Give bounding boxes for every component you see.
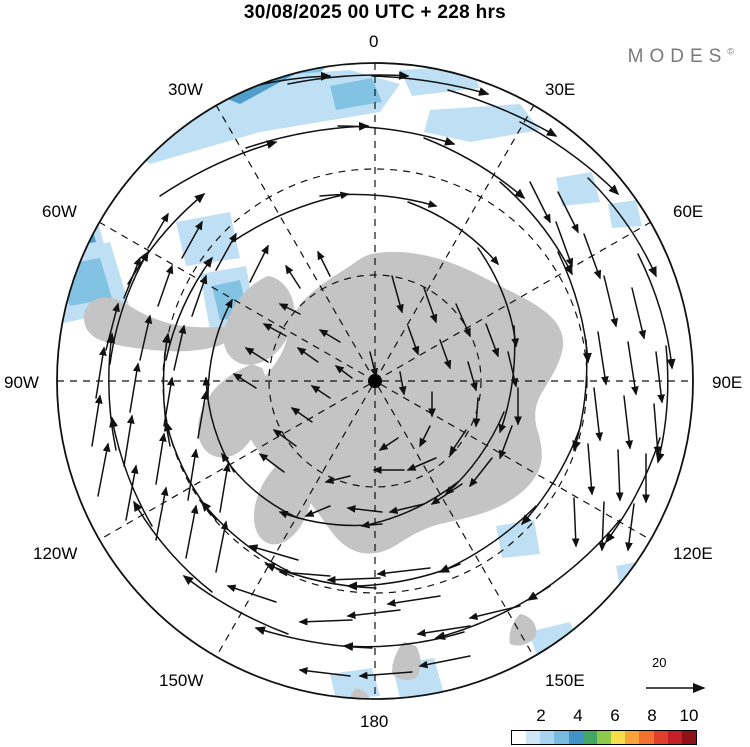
lon-label-120e: 120E (673, 544, 713, 563)
lon-label-150w: 150W (159, 671, 204, 690)
colorbar-band-3 (554, 731, 569, 744)
globe-outline (56, 62, 694, 700)
colorbar-band-1 (526, 731, 541, 744)
modes-logo: MODES© (628, 46, 734, 68)
colorbar (511, 730, 697, 745)
lon-label-150e: 150E (545, 671, 585, 690)
colorbar-band-10 (653, 731, 668, 744)
lon-label-90e: 90E (712, 373, 743, 392)
colorbar-tick-10: 10 (679, 706, 699, 725)
lon-label-60e: 60E (673, 202, 704, 221)
colorbar-tick-8: 8 (647, 706, 657, 725)
colorbar-band-0 (512, 731, 527, 744)
wind-scale-value: 20 (652, 655, 667, 670)
colorbar-band-5 (582, 731, 597, 744)
lon-label-60w: 60W (42, 202, 77, 221)
colorbar-band-2 (540, 731, 555, 744)
map-svg (56, 62, 694, 700)
colorbar-ticks: 2 4 6 8 10 (511, 706, 699, 728)
polar-map: 0 30E 60E 90E 120E 150E 180 150W 120W 90… (0, 26, 750, 731)
lon-label-0: 0 (369, 32, 379, 51)
colorbar-band-11 (667, 731, 682, 744)
lon-label-120w: 120W (33, 544, 78, 563)
colorbar-band-6 (596, 731, 612, 744)
page-title: 30/08/2025 00 UTC + 228 hrs (243, 2, 507, 23)
lon-label-90w: 90W (4, 373, 39, 392)
lon-label-180: 180 (360, 712, 389, 731)
wind-scale-legend: 20 (640, 655, 720, 700)
colorbar-band-7 (611, 731, 626, 744)
wind-vector-field (79, 70, 676, 680)
colorbar-band-9 (639, 731, 654, 744)
colorbar-band-4 (568, 731, 583, 744)
colorbar-band-8 (625, 731, 640, 744)
colorbar-tick-4: 4 (573, 706, 583, 725)
modes-logo-text: MODES (627, 46, 728, 67)
colorbar-tick-2: 2 (536, 706, 546, 725)
colorbar-band-12 (681, 731, 697, 744)
copyright-mark: © (727, 46, 734, 57)
lon-label-30e: 30E (545, 80, 576, 99)
lon-label-30w: 30W (168, 80, 203, 99)
wind-scale-arrow-icon (646, 682, 706, 694)
colorbar-tick-6: 6 (610, 706, 620, 725)
south-pole-marker (368, 374, 382, 388)
